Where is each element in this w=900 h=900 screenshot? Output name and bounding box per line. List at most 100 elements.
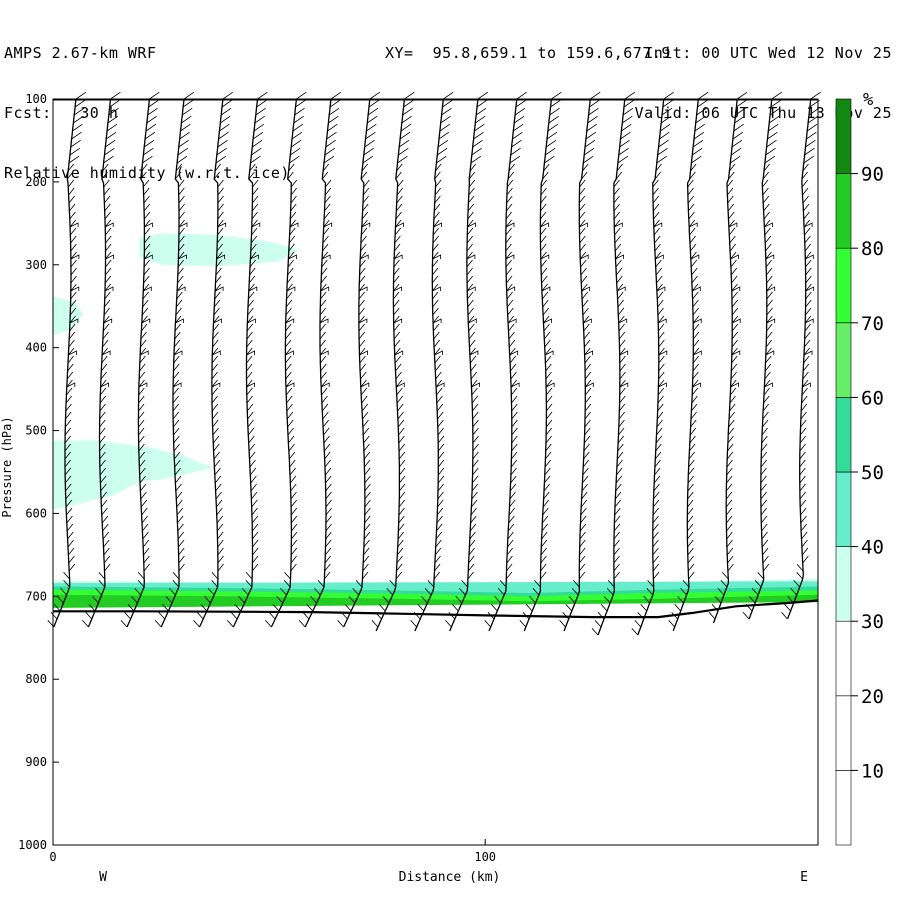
colorbar-label-90: 90 bbox=[861, 164, 884, 186]
colorbar-label-40: 40 bbox=[861, 537, 884, 559]
field-title: Relative humidity (w.r.t. ice) bbox=[4, 164, 290, 182]
wind-profile-18 bbox=[708, 91, 748, 624]
y-tick-label-500: 500 bbox=[25, 424, 47, 438]
wind-profile-line bbox=[712, 98, 738, 624]
wind-barbs bbox=[591, 91, 636, 636]
surface-layer bbox=[53, 599, 819, 619]
wind-profile-line bbox=[637, 98, 665, 636]
rh-region-0 bbox=[139, 233, 300, 267]
x-axis-label: Distance (km) bbox=[399, 870, 501, 885]
colorbar-label-60: 60 bbox=[861, 387, 884, 409]
x-tick-label-0: 0 bbox=[49, 850, 56, 864]
model-title: AMPS 2.67-km WRF bbox=[4, 44, 157, 62]
colorbar-segment-7 bbox=[835, 247, 852, 324]
wind-profile-line bbox=[563, 98, 591, 632]
y-tick-label-900: 900 bbox=[25, 755, 47, 769]
wind-profile-19 bbox=[742, 91, 782, 620]
y-tick-label-400: 400 bbox=[25, 341, 47, 355]
wind-profile-line bbox=[232, 98, 259, 628]
wind-profile-line bbox=[270, 98, 298, 628]
rh-region-2 bbox=[53, 440, 213, 510]
wind-barbs bbox=[519, 91, 562, 628]
wind-profile-13 bbox=[519, 91, 562, 632]
wind-profile-20 bbox=[781, 91, 821, 620]
west-label: W bbox=[99, 870, 107, 885]
wind-profile-12 bbox=[484, 91, 527, 632]
wind-barbs bbox=[227, 91, 268, 628]
header-left: AMPS 2.67-km WRF Fcst: 30 h Relative hum… bbox=[4, 3, 290, 203]
wind-barbs bbox=[484, 91, 527, 628]
wind-barbs bbox=[298, 91, 342, 628]
wind-profile-5 bbox=[227, 91, 268, 628]
colorbar-label-80: 80 bbox=[861, 238, 884, 260]
init-time: Init: 00 UTC Wed 12 Nov 25 bbox=[644, 44, 892, 62]
colorbar-segment-9 bbox=[835, 98, 852, 174]
colorbar-label-70: 70 bbox=[861, 313, 884, 335]
wind-profile-0 bbox=[47, 91, 87, 628]
y-tick-label-800: 800 bbox=[25, 672, 47, 686]
wind-profile-line bbox=[198, 98, 224, 628]
wind-profile-8 bbox=[337, 91, 381, 628]
east-label: E bbox=[800, 870, 808, 885]
wind-profile-16 bbox=[631, 91, 674, 636]
wind-profile-line bbox=[343, 98, 371, 628]
colorbar-segment-8 bbox=[835, 173, 852, 249]
colorbar-segment-4 bbox=[835, 471, 852, 547]
colorbar-label-50: 50 bbox=[861, 462, 884, 484]
colorbar: 10 20 30 40 50 60 70 80 90% bbox=[835, 90, 884, 846]
wind-profile-line bbox=[87, 98, 112, 628]
plot-frame bbox=[52, 98, 819, 846]
surface-pressure-line bbox=[53, 599, 819, 619]
y-tick-label-200: 200 bbox=[25, 175, 47, 189]
wind-profile-7 bbox=[298, 91, 342, 628]
y-tick-label-1000: 1000 bbox=[18, 838, 47, 852]
wind-profile-line bbox=[304, 98, 332, 628]
wind-profile-line bbox=[160, 98, 185, 628]
colorbar-label-10: 10 bbox=[861, 760, 884, 782]
wind-profile-line bbox=[523, 98, 553, 632]
wind-barbs bbox=[559, 91, 601, 628]
wind-barb-layer bbox=[47, 91, 821, 636]
wind-profile-17 bbox=[668, 91, 709, 632]
wind-profile-1 bbox=[82, 91, 121, 628]
colorbar-label-30: 30 bbox=[861, 611, 884, 633]
wind-barbs bbox=[781, 91, 821, 620]
wind-profile-line bbox=[786, 98, 812, 620]
y-tick-label-100: 100 bbox=[25, 92, 47, 106]
colorbar-segment-5 bbox=[835, 397, 852, 473]
wind-barbs bbox=[445, 91, 489, 628]
wind-profile-14 bbox=[559, 91, 601, 632]
forecast-hour: Fcst: 30 h bbox=[4, 104, 119, 122]
wind-profile-9 bbox=[371, 91, 415, 632]
wind-profile-line bbox=[488, 98, 518, 632]
wind-barbs bbox=[193, 91, 234, 628]
wind-profile-line bbox=[375, 98, 406, 632]
wind-profile-line bbox=[597, 98, 626, 636]
wind-profile-2 bbox=[120, 91, 160, 628]
wind-profile-3 bbox=[154, 91, 195, 628]
wind-barbs bbox=[265, 91, 307, 628]
wind-barbs bbox=[742, 91, 782, 620]
wind-barbs bbox=[47, 91, 87, 628]
wind-barbs bbox=[337, 91, 381, 628]
wind-profile-line bbox=[126, 98, 151, 628]
rh-region-1 bbox=[53, 296, 84, 336]
colorbar-segment-0 bbox=[835, 770, 852, 846]
wind-barbs bbox=[668, 91, 709, 628]
header-right: Init: 00 UTC Wed 12 Nov 25 Valid: 06 UTC… bbox=[635, 3, 892, 143]
wind-profile-6 bbox=[265, 91, 307, 628]
wind-barbs bbox=[82, 91, 121, 628]
y-tick-label-300: 300 bbox=[25, 258, 47, 272]
wind-barbs bbox=[708, 91, 748, 620]
colorbar-label-20: 20 bbox=[861, 686, 884, 708]
wind-profile-line bbox=[672, 98, 699, 632]
wind-barbs bbox=[631, 91, 674, 636]
cross-section-endpoints: XY= 95.8,659.1 to 159.6,677.9 bbox=[385, 44, 671, 62]
y-tick-label-600: 600 bbox=[25, 506, 47, 520]
wind-profile-10 bbox=[410, 91, 454, 632]
wind-barbs bbox=[120, 91, 160, 628]
colorbar-unit: % bbox=[863, 90, 873, 110]
wind-barbs bbox=[154, 91, 195, 628]
colorbar-segment-3 bbox=[835, 546, 852, 622]
